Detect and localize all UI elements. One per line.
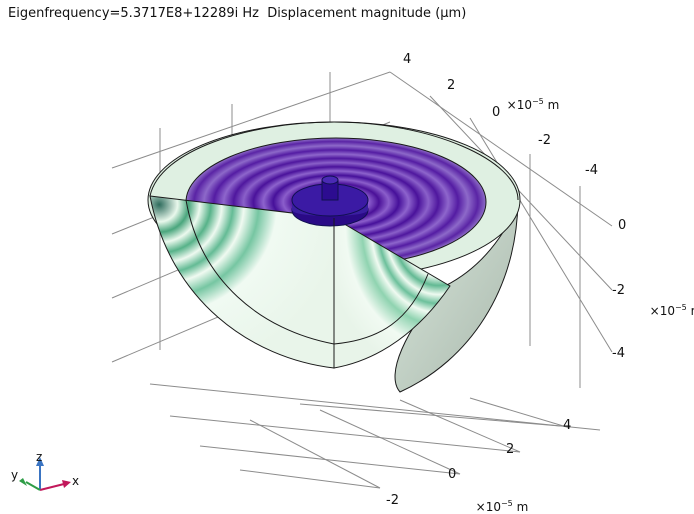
shell-edge	[149, 121, 519, 201]
bottom-tick-minus2: -2	[386, 493, 399, 508]
cut-face-right	[333, 217, 451, 369]
top-tick-minus2: -2	[538, 133, 551, 148]
plot-title: Eigenfrequency=5.3717E8+12289i Hz Displa…	[8, 6, 467, 21]
top-tick-0: 0	[492, 105, 501, 120]
bottom-tick-4: 4	[563, 418, 572, 433]
inner-boundary-left	[185, 199, 335, 345]
right-tick-minus2: -2	[612, 283, 625, 298]
resonator-disk	[291, 175, 369, 227]
bottom-tick-0: 0	[448, 467, 457, 482]
right-unit-label: ×10−5 m	[649, 303, 694, 318]
inner-boundary-right	[333, 273, 429, 345]
z-tick-2: 2	[447, 78, 456, 93]
axis-triad-icon	[19, 457, 71, 491]
right-tick-minus4: -4	[612, 346, 625, 361]
top-unit-label: ×10−5 m	[506, 97, 560, 112]
triad-z-label: z	[36, 450, 43, 464]
bottom-tick-2: 2	[506, 442, 515, 457]
triad-x-label: x	[72, 474, 80, 488]
bottom-unit-label: ×10−5 m	[475, 499, 529, 514]
right-tick-0: 0	[618, 218, 627, 233]
cut-face-left	[149, 195, 335, 369]
z-tick-4: 4	[403, 52, 412, 67]
triad-y-label: y	[11, 468, 19, 482]
top-tick-minus4: -4	[585, 163, 598, 178]
